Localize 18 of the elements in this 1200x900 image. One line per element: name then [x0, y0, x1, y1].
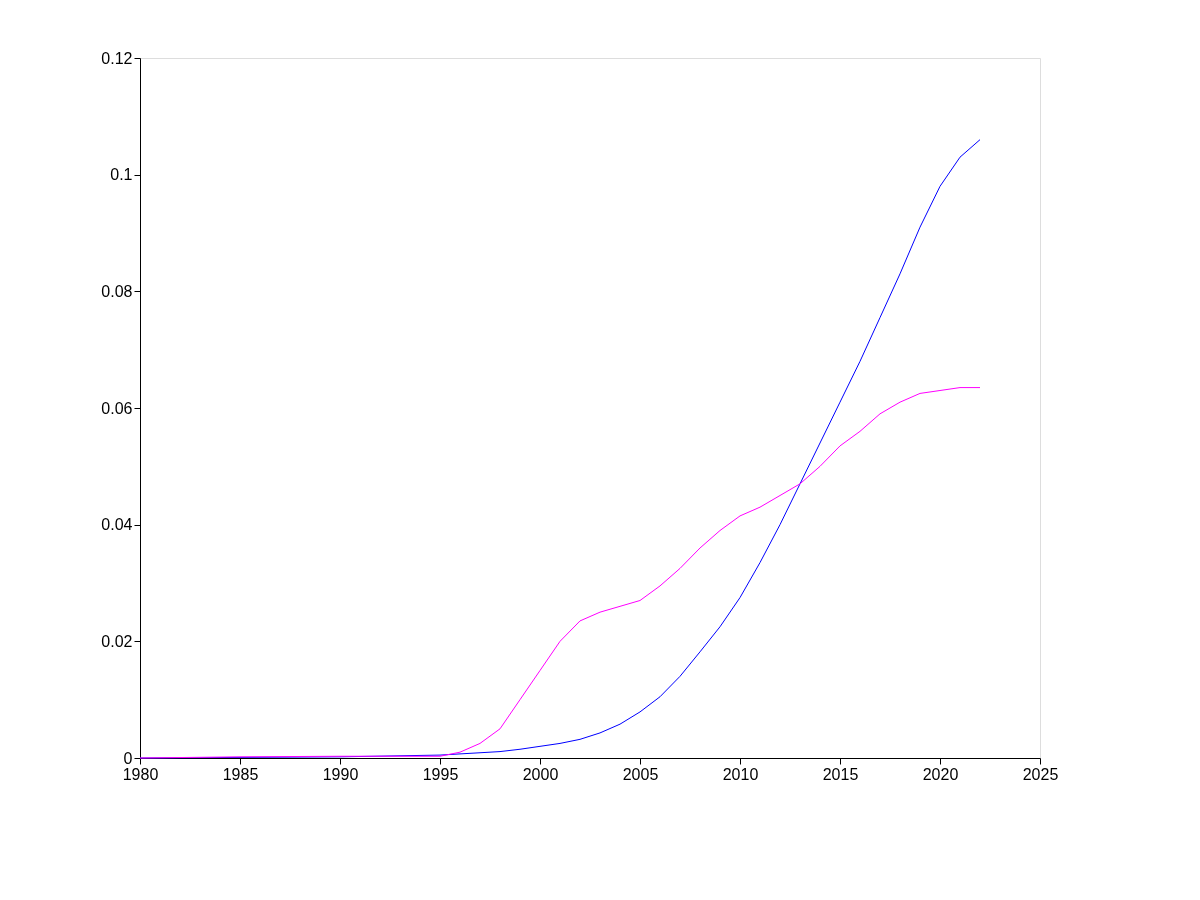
x-tick-label: 2025	[1022, 765, 1059, 783]
x-tick-label: 1985	[222, 765, 259, 783]
x-tick-label: 1995	[422, 765, 459, 783]
y-tick-label: 0.02	[101, 632, 133, 650]
y-tick-label: 0.06	[101, 399, 133, 417]
x-tick-label: 2010	[722, 765, 759, 783]
x-tick-label: 1980	[122, 765, 159, 783]
y-tick-label: 0.08	[101, 282, 133, 300]
x-tick-label: 2020	[922, 765, 959, 783]
y-tick-label: 0.1	[110, 166, 133, 184]
x-tick-label: 2005	[622, 765, 659, 783]
y-tick-label: 0	[123, 749, 133, 767]
x-tick-label: 2015	[822, 765, 859, 783]
x-tick-label: 1990	[322, 765, 359, 783]
x-tick-label: 2000	[522, 765, 559, 783]
y-tick-label: 0.12	[101, 49, 133, 67]
y-tick-label: 0.04	[101, 516, 133, 534]
line-series	[139, 387, 981, 759]
